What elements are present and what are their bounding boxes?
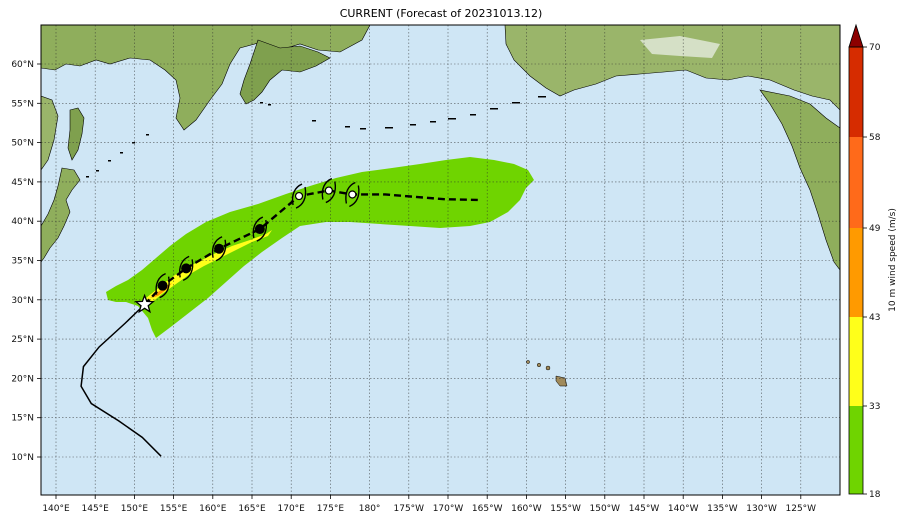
colorbar-tick-label: 49 bbox=[869, 224, 881, 234]
land-japan bbox=[41, 167, 81, 263]
cyclone-symbol-arm bbox=[252, 216, 264, 239]
land-kamchatka bbox=[239, 39, 331, 105]
latitude-tick-labels: 60°N 55°N 50°N 45°N 40°N 35°N 30°N 25°N 20°N 15°N… bbox=[11, 60, 41, 463]
colorbar-segment bbox=[849, 47, 863, 137]
colorbar-segment bbox=[849, 228, 863, 317]
cyclone-symbol-arm bbox=[291, 183, 303, 206]
wind-swath-33ms bbox=[146, 230, 272, 304]
cyclone-symbol-arm bbox=[321, 177, 333, 200]
lon-tick-label: 130°W bbox=[746, 504, 777, 514]
wind-swath-18ms bbox=[106, 157, 534, 338]
cyclone-symbol-arm bbox=[349, 185, 360, 208]
land-masses bbox=[41, 25, 840, 387]
lon-tick-label: 140°W bbox=[668, 504, 699, 514]
hurricane-center bbox=[157, 280, 168, 291]
colorbar-tick-label: 33 bbox=[869, 402, 880, 412]
storm-symbol bbox=[291, 183, 307, 209]
cyclone-symbol-arm bbox=[182, 259, 194, 282]
cyclone-symbol-arm bbox=[155, 273, 166, 295]
current-position-star-icon bbox=[134, 293, 155, 314]
cyclone-symbol-arm bbox=[159, 276, 170, 299]
colorbar-segment bbox=[849, 137, 863, 228]
lat-tick-label: 25°N bbox=[11, 335, 34, 345]
land-snow-alaska bbox=[640, 36, 720, 58]
land-sakhalin bbox=[67, 107, 85, 161]
lon-tick-label: 175°E bbox=[317, 504, 345, 514]
lat-tick-label: 20°N bbox=[11, 374, 34, 384]
lon-tick-label: 140°E bbox=[42, 504, 70, 514]
lon-tick-label: 165°W bbox=[472, 504, 503, 514]
cyclone-symbol-arm bbox=[325, 181, 337, 204]
lon-tick-label: 155°E bbox=[160, 504, 188, 514]
lon-tick-label: 155°W bbox=[550, 504, 581, 514]
lat-tick-label: 15°N bbox=[11, 414, 34, 424]
colorbar-ticks: 18 33 43 49 58 70 bbox=[863, 43, 881, 500]
lon-tick-label: 170°W bbox=[433, 504, 464, 514]
map-title: CURRENT (Forecast of 20231013.12) bbox=[340, 7, 543, 20]
observed-track-line bbox=[80, 303, 162, 457]
hurricane-symbol bbox=[252, 216, 268, 242]
colorbar-segments bbox=[849, 47, 863, 494]
hurricane-symbol bbox=[178, 255, 194, 282]
colorbar-tick-label: 70 bbox=[869, 43, 881, 53]
lon-tick-label: 180° bbox=[359, 504, 381, 514]
storm-center bbox=[324, 186, 333, 195]
land-alaska bbox=[504, 25, 840, 111]
hurricane-center bbox=[254, 224, 265, 235]
lat-tick-label: 45°N bbox=[11, 178, 34, 188]
lon-tick-label: 125°W bbox=[786, 504, 817, 514]
lon-tick-label: 160°E bbox=[199, 504, 227, 514]
colorbar: 18 33 43 49 58 70 10 m wind speed (m/s) bbox=[848, 23, 898, 500]
hurricane-symbol bbox=[155, 273, 170, 299]
storm-center bbox=[348, 190, 357, 199]
storm-center bbox=[294, 191, 304, 201]
land-hawaii bbox=[526, 360, 568, 387]
storm-symbol bbox=[345, 181, 360, 208]
lon-tick-label: 150°E bbox=[121, 504, 149, 514]
lon-tick-label: 170°E bbox=[278, 504, 306, 514]
lon-tick-label: 165°E bbox=[238, 504, 266, 514]
lon-tick-label: 135°W bbox=[707, 504, 738, 514]
hurricane-center bbox=[181, 263, 192, 274]
cyclone-symbol-arm bbox=[295, 186, 307, 209]
colorbar-segment bbox=[849, 317, 863, 406]
colorbar-label: 10 m wind speed (m/s) bbox=[888, 208, 898, 312]
cyclone-symbol-arm bbox=[256, 219, 268, 242]
cyclone-symbol-arm bbox=[345, 181, 356, 204]
track-markers bbox=[134, 177, 360, 314]
lat-tick-label: 40°N bbox=[11, 217, 34, 227]
hurricane-center bbox=[214, 243, 225, 254]
lat-tick-label: 50°N bbox=[11, 139, 34, 149]
graticule bbox=[41, 25, 840, 495]
map-border bbox=[40, 24, 841, 496]
colorbar-tick-label: 58 bbox=[869, 133, 881, 143]
land-siberia bbox=[41, 25, 371, 131]
cyclone-symbol-arm bbox=[211, 236, 223, 258]
lat-tick-label: 55°N bbox=[11, 99, 34, 109]
colorbar-max-arrow bbox=[848, 23, 864, 48]
lat-tick-label: 35°N bbox=[11, 257, 34, 267]
storm-symbol bbox=[321, 177, 337, 204]
land-asia-west bbox=[41, 95, 59, 171]
cyclone-symbol-arm bbox=[178, 255, 190, 278]
land-aleutians bbox=[260, 96, 546, 130]
lon-tick-label: 160°W bbox=[511, 504, 542, 514]
colorbar-tick-label: 43 bbox=[869, 313, 880, 323]
lat-tick-label: 10°N bbox=[11, 453, 34, 463]
land-canada-coast bbox=[759, 89, 840, 271]
colorbar-border bbox=[848, 46, 864, 495]
lat-tick-label: 30°N bbox=[11, 296, 34, 306]
cyclone-symbol-arm bbox=[215, 239, 227, 262]
lon-tick-label: 145°W bbox=[629, 504, 660, 514]
lon-tick-label: 150°W bbox=[590, 504, 621, 514]
lon-tick-label: 145°E bbox=[82, 504, 110, 514]
hurricane-symbol bbox=[211, 236, 227, 262]
longitude-tick-labels: 140°E 145°E 150°E 155°E 160°E 165°E 170°E 175°E… bbox=[42, 495, 816, 514]
map-panel bbox=[41, 25, 840, 495]
lat-tick-label: 60°N bbox=[11, 60, 34, 70]
lon-tick-label: 175°W bbox=[394, 504, 425, 514]
colorbar-segment bbox=[849, 406, 863, 494]
colorbar-tick-label: 18 bbox=[869, 490, 881, 500]
